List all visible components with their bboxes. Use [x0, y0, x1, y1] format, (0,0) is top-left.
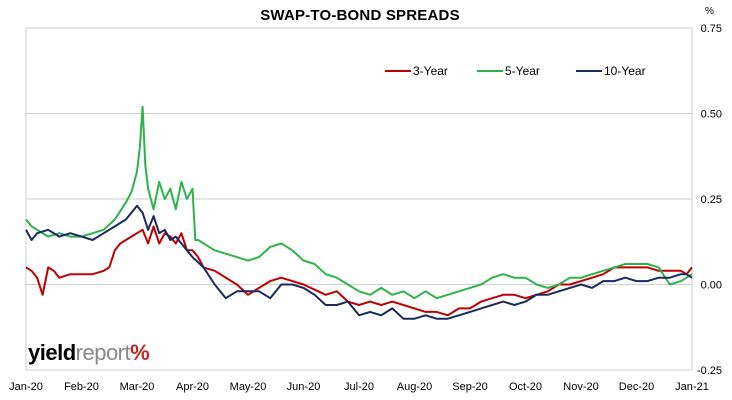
- x-tick-label: May-20: [230, 381, 267, 393]
- y-axis-unit-label: %: [705, 6, 714, 17]
- x-tick-label: Oct-20: [509, 381, 542, 393]
- series-line-3-year: [25, 225, 693, 317]
- legend-label: 3-Year: [413, 64, 448, 78]
- series-layer: [25, 105, 693, 320]
- legend-label: 5-Year: [505, 64, 540, 78]
- x-tick-label: Jul-20: [344, 381, 374, 393]
- logo-text-report: report: [75, 340, 131, 365]
- x-tick-label: Mar-20: [120, 381, 155, 393]
- axis-layer: -0.25 0.00 0.25 0.50 0.75 Jan-20 Feb-20 Mar-20 A…: [9, 23, 722, 393]
- x-tick-label: Sep-20: [452, 381, 487, 393]
- logo-text-yield: yield: [28, 340, 76, 365]
- legend-label: 10-Year: [604, 64, 646, 78]
- x-tick-label: Feb-20: [64, 381, 99, 393]
- x-tick-label: Apr-20: [176, 381, 209, 393]
- x-tick-label: Jun-20: [287, 381, 321, 393]
- grid-layer: [26, 113, 692, 285]
- series-line-10-year: [25, 204, 693, 320]
- series-line-5-year: [25, 105, 693, 300]
- y-tick-label: 0.75: [701, 23, 722, 35]
- y-tick-label: -0.25: [697, 365, 722, 377]
- chart-title: SWAP-TO-BOND SPREADS: [260, 7, 460, 24]
- x-tick-label: Nov-20: [563, 381, 598, 393]
- x-tick-label: Jan-20: [9, 381, 43, 393]
- x-tick-label: Jan-21: [675, 381, 709, 393]
- y-tick-label: 0.25: [701, 194, 722, 206]
- yieldreport-logo: yieldreport%: [28, 340, 150, 366]
- chart-legend: 3-Year 5-Year 10-Year: [385, 64, 646, 78]
- y-tick-label: 0.00: [701, 280, 722, 292]
- x-tick-label: Aug-20: [397, 381, 432, 393]
- x-tick-label: Dec-20: [619, 381, 654, 393]
- y-tick-label: 0.50: [701, 109, 722, 121]
- logo-percent-symbol: %: [130, 340, 150, 365]
